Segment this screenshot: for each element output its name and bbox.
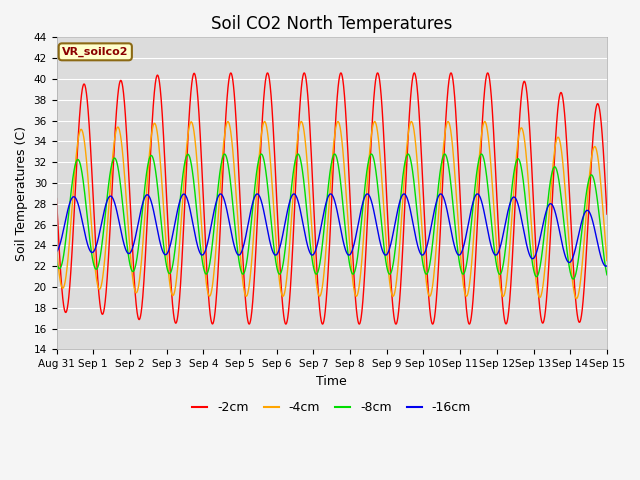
X-axis label: Time: Time <box>316 374 347 387</box>
Text: VR_soilco2: VR_soilco2 <box>62 47 129 57</box>
-2cm <box>484 70 492 76</box>
-8cm <box>264 183 271 189</box>
Line: -4cm: -4cm <box>56 121 607 299</box>
-16cm <box>603 263 611 269</box>
-8cm <box>533 274 541 279</box>
-2cm <box>603 211 611 217</box>
-16cm <box>287 194 295 200</box>
-16cm <box>148 201 156 207</box>
-2cm <box>148 123 156 129</box>
-4cm <box>533 285 541 291</box>
-2cm <box>264 70 271 76</box>
-8cm <box>287 185 295 191</box>
-8cm <box>52 259 60 264</box>
-4cm <box>603 258 611 264</box>
-16cm <box>52 249 60 254</box>
Line: -16cm: -16cm <box>56 194 607 266</box>
-4cm <box>52 244 60 250</box>
-16cm <box>474 191 481 197</box>
-8cm <box>603 272 611 278</box>
-16cm <box>602 264 610 269</box>
-16cm <box>533 248 541 253</box>
-4cm <box>593 147 600 153</box>
-8cm <box>477 151 485 157</box>
Line: -8cm: -8cm <box>56 154 607 279</box>
-2cm <box>593 103 600 109</box>
-4cm <box>148 129 156 134</box>
-2cm <box>533 271 541 276</box>
-4cm <box>287 216 295 222</box>
-4cm <box>573 296 580 301</box>
-2cm <box>287 268 295 274</box>
Y-axis label: Soil Temperatures (C): Soil Temperatures (C) <box>15 126 28 261</box>
-8cm <box>570 276 577 282</box>
-4cm <box>481 119 488 124</box>
Line: -2cm: -2cm <box>56 73 607 324</box>
-4cm <box>115 127 123 132</box>
Legend: -2cm, -4cm, -8cm, -16cm: -2cm, -4cm, -8cm, -16cm <box>188 396 476 419</box>
-2cm <box>465 321 473 327</box>
-16cm <box>264 228 271 233</box>
-16cm <box>593 234 600 240</box>
-8cm <box>593 191 600 196</box>
-8cm <box>115 173 123 179</box>
-8cm <box>148 153 156 159</box>
-4cm <box>264 130 271 136</box>
Title: Soil CO2 North Temperatures: Soil CO2 North Temperatures <box>211 15 452 33</box>
-16cm <box>115 220 123 226</box>
-2cm <box>115 81 123 87</box>
-2cm <box>52 196 60 202</box>
